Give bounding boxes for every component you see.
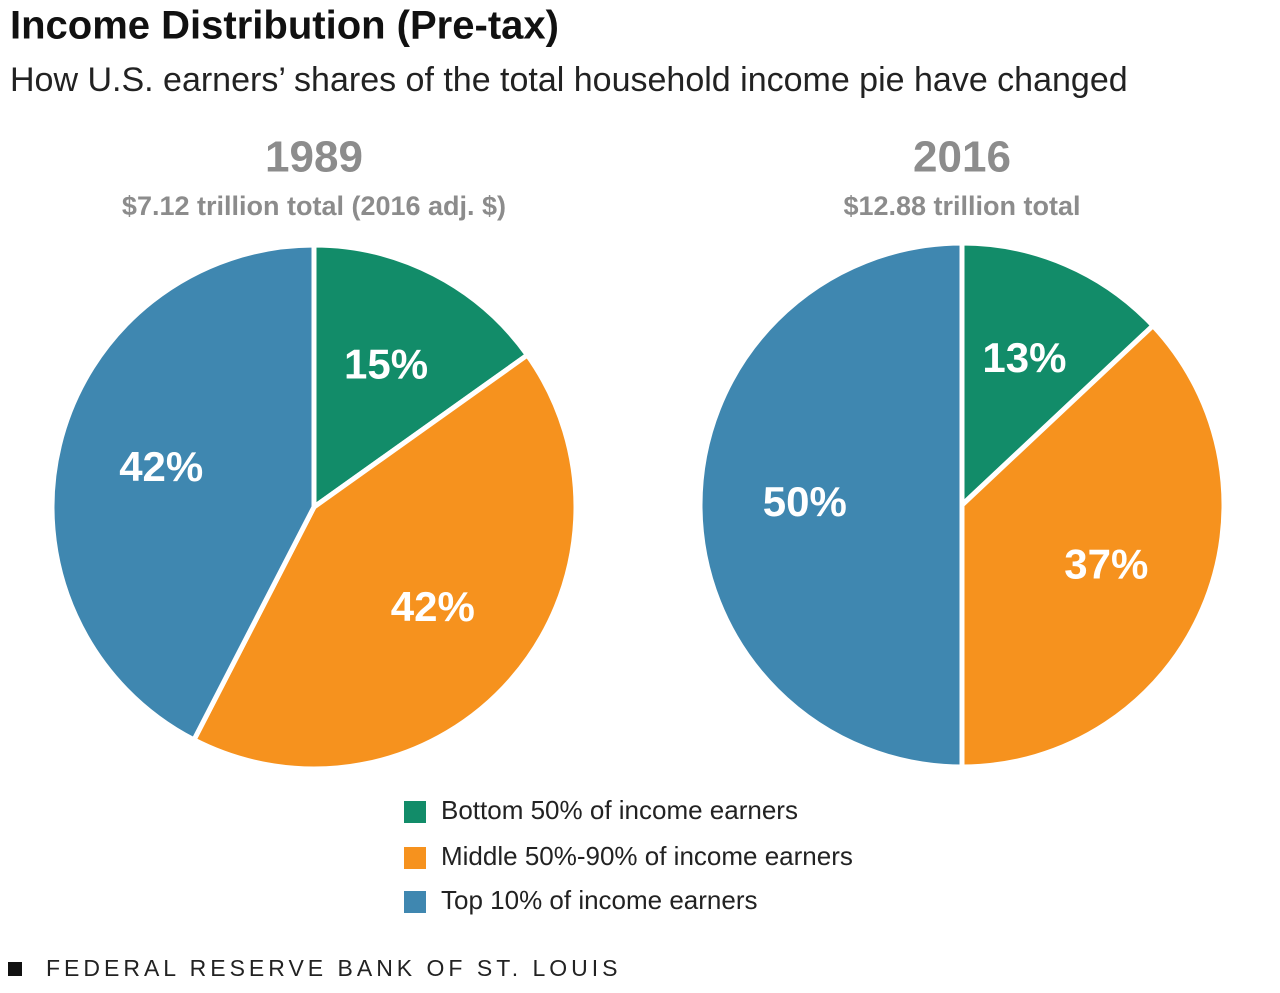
pie-slice <box>191 352 579 772</box>
pie-slice <box>697 240 965 770</box>
pie-slice <box>959 323 1227 770</box>
source-icon <box>8 962 22 976</box>
pie-slice <box>959 240 1156 508</box>
legend-swatch <box>404 801 426 823</box>
legend-label: Bottom 50% of income earners <box>441 795 798 825</box>
slice-label: 42% <box>119 443 203 490</box>
slice-label: 50% <box>763 478 847 525</box>
pie-slice <box>311 242 530 510</box>
legend-label: Top 10% of income earners <box>441 885 758 915</box>
legend-swatch <box>404 847 426 869</box>
pie-slice <box>49 242 317 743</box>
pie-subtitle: $12.88 trillion total <box>843 191 1080 221</box>
subtitle: How U.S. earners’ shares of the total ho… <box>10 61 1128 99</box>
legend-label: Middle 50%-90% of income earners <box>441 841 853 871</box>
legend-swatch <box>404 891 426 913</box>
pie-title: 1989 <box>265 133 363 182</box>
slice-label: 15% <box>344 340 428 387</box>
pie-title: 2016 <box>913 133 1011 182</box>
slice-label: 37% <box>1064 541 1148 588</box>
source: FEDERAL RESERVE BANK OF ST. LOUIS <box>46 955 622 981</box>
pie-subtitle: $7.12 trillion total (2016 adj. $) <box>122 191 506 221</box>
title: Income Distribution (Pre-tax) <box>10 4 559 48</box>
slice-label: 13% <box>982 334 1066 381</box>
slice-label: 42% <box>391 583 475 630</box>
